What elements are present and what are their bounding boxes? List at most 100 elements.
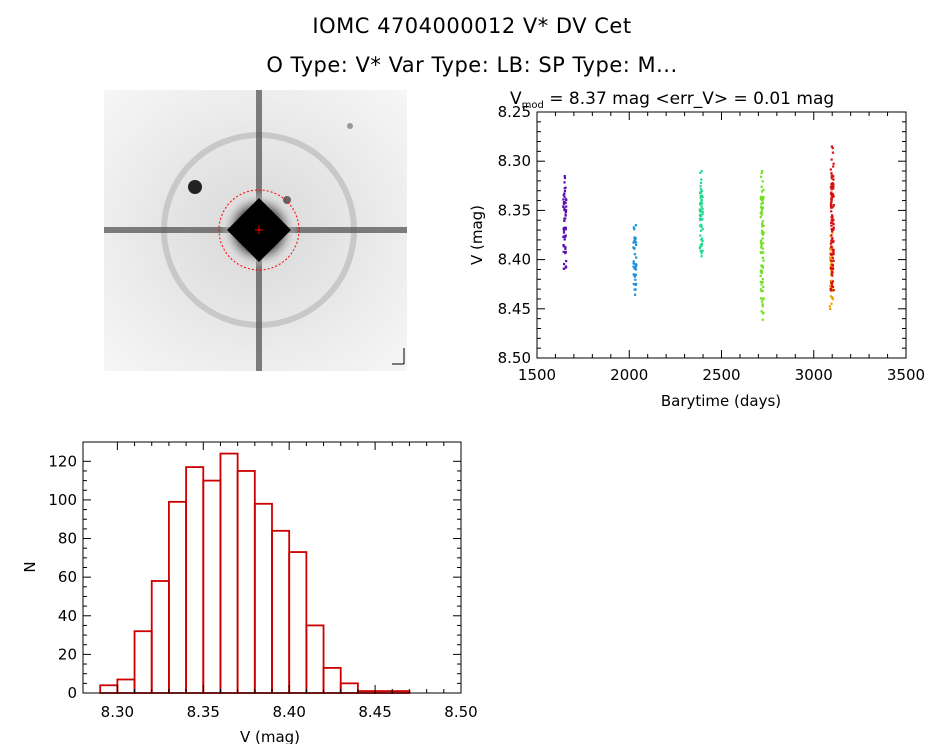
data-point: [832, 204, 835, 207]
data-point: [830, 259, 833, 262]
data-point: [761, 278, 764, 281]
data-point: [831, 228, 834, 231]
data-point: [564, 214, 567, 217]
data-point: [564, 252, 567, 255]
data-point: [761, 303, 764, 306]
data-point: [700, 242, 704, 245]
data-point: [633, 239, 636, 242]
data-point: [699, 197, 702, 200]
data-point: [832, 178, 835, 181]
data-point: [830, 302, 833, 305]
data-point: [760, 202, 763, 205]
data-point: [829, 284, 832, 287]
data-point: [832, 219, 835, 222]
data-point: [565, 199, 568, 202]
data-point: [830, 261, 833, 264]
data-point: [698, 217, 702, 220]
histogram-bar: [339, 682, 359, 694]
data-point: [831, 253, 835, 256]
data-point: [699, 194, 703, 197]
light-curve-title-v: V: [510, 89, 522, 109]
data-point: [564, 201, 567, 205]
data-point: [633, 293, 637, 296]
data-point: [634, 278, 637, 281]
data-point: [699, 202, 702, 205]
data-point: [564, 246, 567, 249]
data-point: [633, 267, 636, 270]
data-point: [699, 245, 702, 248]
light-curve-axes-frame: [536, 111, 907, 359]
data-point: [832, 259, 835, 262]
data-point: [832, 187, 835, 190]
data-point: [632, 260, 635, 263]
histogram-ylabel: N: [21, 561, 39, 572]
data-point: [761, 305, 764, 308]
data-point: [633, 247, 636, 250]
data-point: [634, 288, 637, 291]
data-point: [830, 224, 833, 227]
data-point: [562, 250, 565, 253]
data-point: [761, 242, 765, 245]
data-point: [831, 231, 834, 234]
data-point: [830, 188, 833, 191]
data-point: [832, 223, 835, 226]
data-point: [832, 250, 835, 253]
data-point: [760, 251, 763, 255]
field-star: [188, 180, 202, 194]
data-point: [829, 168, 832, 171]
x-tick-label: 2000: [610, 366, 648, 384]
data-point: [635, 256, 638, 259]
light-curve-chart: Vmod = 8.37 mag <err_V> = 0.01 mag 1500 2…: [468, 89, 925, 410]
data-point: [830, 198, 833, 201]
x-tick-label: 3000: [795, 366, 833, 384]
data-point: [699, 185, 702, 188]
data-point: [761, 298, 765, 301]
data-point: [563, 174, 566, 178]
data-point: [632, 226, 635, 229]
data-point: [761, 237, 764, 240]
data-point: [701, 239, 704, 243]
data-point: [759, 288, 763, 291]
data-point: [700, 223, 703, 226]
data-point: [700, 252, 703, 255]
data-point: [761, 197, 765, 201]
data-point: [830, 210, 833, 213]
data-point: [632, 273, 635, 276]
data-point: [830, 230, 834, 233]
data-point: [761, 224, 764, 228]
data-point: [564, 265, 567, 268]
data-point: [760, 246, 763, 249]
data-point: [829, 266, 832, 269]
data-point: [633, 228, 636, 231]
data-point: [565, 259, 568, 263]
data-point: [701, 218, 704, 221]
data-point: [761, 207, 764, 210]
data-point: [831, 263, 834, 266]
x-tick-label: 8.45: [358, 703, 391, 721]
data-point: [831, 192, 834, 195]
histogram-bar: [271, 529, 291, 694]
data-point: [563, 267, 566, 270]
data-point: [760, 171, 763, 175]
data-point: [564, 213, 567, 216]
data-point: [761, 223, 764, 226]
data-point: [829, 204, 833, 208]
data-point: [759, 197, 762, 200]
histogram-bar: [322, 666, 342, 694]
x-tick-label: 8.40: [272, 703, 305, 721]
data-point: [832, 226, 835, 229]
data-point: [762, 285, 765, 289]
aperture-circle: [218, 189, 300, 271]
data-point: [699, 209, 702, 212]
histogram-bar: [99, 684, 119, 694]
data-point: [634, 283, 637, 287]
chart-title-line1: IOMC 4704000012 V* DV Cet: [312, 14, 632, 38]
data-point: [564, 210, 567, 213]
data-point: [759, 297, 763, 300]
data-point: [830, 285, 833, 288]
data-point: [563, 207, 566, 210]
y-tick-label: 40: [58, 607, 77, 625]
data-point: [759, 274, 762, 277]
data-point: [701, 212, 704, 216]
data-point: [760, 205, 763, 208]
